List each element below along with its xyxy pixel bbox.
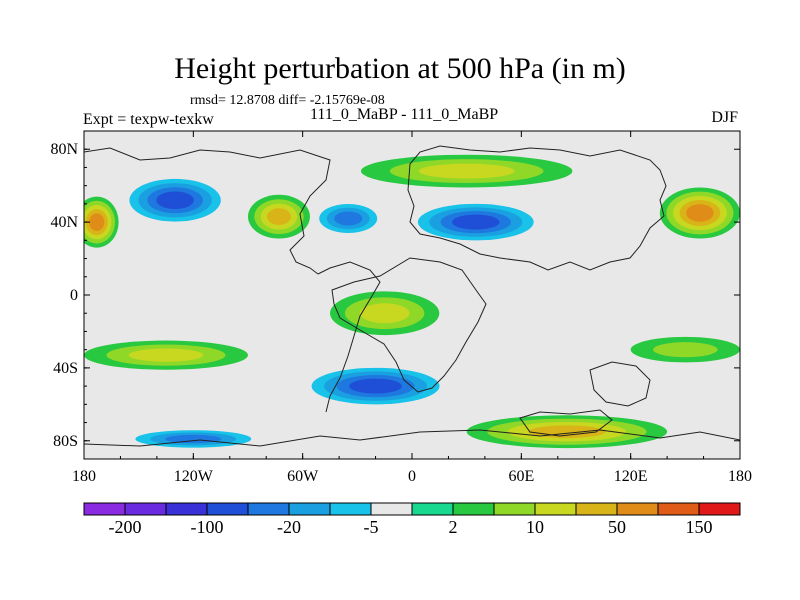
colorbar-swatch-1	[124, 502, 167, 516]
field-contour-11-4	[686, 204, 714, 222]
colorbar-swatch-3	[206, 502, 249, 516]
colorbar-swatch-11	[534, 502, 577, 516]
x-tick-label-4: 60E	[508, 468, 534, 485]
field-contour-5-3	[165, 434, 222, 444]
colorbar-swatch-13	[616, 502, 659, 516]
field-contour-9-4	[451, 214, 500, 230]
x-tick-label-5: 120E	[614, 468, 648, 485]
y-axis: 80N 40N 0 40S 80S	[50, 141, 740, 450]
colorbar-label-5: 10	[526, 517, 544, 537]
y-tick-label-1: 40N	[50, 214, 78, 231]
experiment-label: Expt = texpw-texkw	[83, 111, 214, 128]
colorbar-swatch-8	[411, 502, 454, 516]
field-contour-3-2	[418, 163, 515, 179]
y-tick-label-3: 40S	[53, 360, 78, 377]
colorbar-swatch-10	[493, 502, 536, 516]
colorbar-label-2: -20	[277, 517, 301, 537]
colorbar-swatch-12	[575, 502, 618, 516]
coastline-europe-asia	[407, 145, 667, 271]
colorbar-swatch-5	[288, 502, 331, 516]
season-label: DJF	[711, 109, 738, 126]
colorbar-swatch-6	[329, 502, 372, 516]
x-tick-label-0: 180	[72, 468, 96, 485]
colorbar-label-0: -200	[109, 517, 142, 537]
colorbar-label-7: 150	[686, 517, 713, 537]
y-tick-label-4: 80S	[53, 433, 78, 450]
colorbar-swatch-15	[698, 502, 741, 516]
colorbar-swatch-4	[247, 502, 290, 516]
colorbar-swatch-7	[370, 502, 413, 516]
coastline-north-america	[84, 147, 331, 275]
coastline-australia	[589, 361, 651, 407]
colorbar-swatch-14	[657, 502, 700, 516]
colorbar: -200 -100 -20 -5 2 10 50 150	[83, 502, 741, 537]
runs-label: 111_0_MaBP - 111_0_MaBP	[310, 106, 499, 123]
field-contour-0-1	[653, 342, 718, 358]
y-tick-label-0: 80N	[50, 141, 78, 158]
coastline-south-america	[317, 261, 381, 413]
colorbar-swatch-9	[452, 502, 495, 516]
field-contour-1-2	[359, 303, 410, 324]
colorbar-swatch-0	[83, 502, 126, 516]
chart-title: Height perturbation at 500 hPa (in m)	[174, 52, 626, 85]
field-contour-2-2	[128, 348, 204, 362]
colorbar-label-1: -100	[191, 517, 224, 537]
colorbar-swatch-2	[165, 502, 208, 516]
colorbar-label-3: -5	[364, 517, 379, 537]
coastline-antarctica	[84, 429, 740, 447]
field-contour-8-4	[89, 213, 105, 231]
colorbar-label-4: 2	[449, 517, 458, 537]
contour-field	[84, 131, 740, 459]
field-contour-10-4	[349, 378, 402, 394]
coastline-antarctic-shelf	[519, 409, 613, 437]
field-contour-12-4	[156, 191, 194, 210]
stats-label: rmsd= 12.8708 diff= -2.15769e-08	[190, 93, 385, 108]
coastlines	[84, 145, 740, 447]
x-axis: 180 120W 60W 0 60E 120E 180	[72, 131, 752, 485]
colorbar-label-6: 50	[608, 517, 626, 537]
x-tick-label-1: 120W	[174, 468, 214, 485]
field-contour-6-3	[334, 211, 363, 226]
coastline-africa	[331, 257, 487, 393]
field-contour-4-3	[267, 208, 291, 226]
x-tick-label-6: 180	[728, 468, 752, 485]
y-tick-label-2: 0	[70, 287, 78, 304]
x-tick-label-2: 60W	[287, 468, 319, 485]
x-tick-label-3: 0	[408, 468, 416, 485]
